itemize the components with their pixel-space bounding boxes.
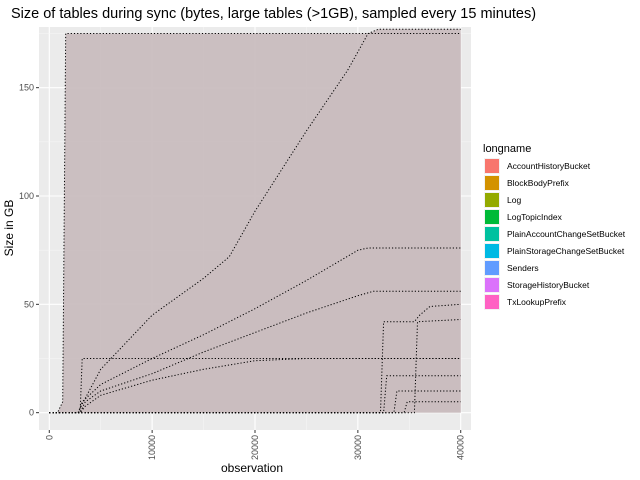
legend-key bbox=[485, 295, 499, 309]
legend-key bbox=[485, 278, 499, 292]
x-tick-label: 10000 bbox=[147, 435, 157, 460]
area-upper bbox=[49, 29, 461, 413]
legend-key bbox=[485, 210, 499, 224]
legend-label: BlockBodyPrefix bbox=[507, 178, 570, 188]
x-axis: 0 10000 20000 30000 40000 bbox=[44, 430, 466, 460]
series-line-10 bbox=[49, 390, 461, 414]
y-tick-label: 150 bbox=[19, 83, 34, 93]
series-line-1 bbox=[49, 33, 461, 414]
series-line-5 bbox=[49, 358, 461, 414]
chart-title: Size of tables during sync (bytes, large… bbox=[11, 6, 536, 22]
legend-label: Log bbox=[507, 195, 521, 205]
legend-label: TxLookupPrefix bbox=[507, 297, 567, 307]
y-tick-label: 50 bbox=[24, 299, 34, 309]
x-tick-label: 0 bbox=[44, 435, 54, 440]
legend-key bbox=[485, 244, 499, 258]
series-line-4 bbox=[49, 290, 461, 414]
legend-label: StorageHistoryBucket bbox=[507, 280, 590, 290]
series-lines bbox=[49, 28, 461, 414]
legend-label: AccountHistoryBucket bbox=[507, 161, 591, 171]
legend-label: PlainAccountChangeSetBucket bbox=[507, 229, 626, 239]
legend-key bbox=[485, 159, 499, 173]
legend-title: longname bbox=[483, 143, 531, 155]
series-line-6 bbox=[49, 358, 461, 414]
legend-key bbox=[485, 227, 499, 241]
x-axis-title: observation bbox=[221, 461, 283, 475]
legend-label: Senders bbox=[507, 263, 539, 273]
legend-label: PlainStorageChangeSetBucket bbox=[507, 246, 625, 256]
y-axis-title: Size in GB bbox=[2, 200, 16, 257]
legend-key bbox=[485, 176, 499, 190]
area-fill bbox=[49, 29, 461, 413]
x-tick-label: 20000 bbox=[250, 435, 260, 460]
y-tick-label: 100 bbox=[19, 191, 34, 201]
series-line-3 bbox=[49, 247, 461, 414]
legend-key bbox=[485, 261, 499, 275]
y-axis: 0 50 100 150 bbox=[19, 83, 39, 418]
series-line-2 bbox=[49, 28, 461, 414]
legend-key bbox=[485, 193, 499, 207]
y-tick-label: 0 bbox=[29, 408, 34, 418]
x-tick-label: 40000 bbox=[456, 435, 466, 460]
legend: longname AccountHistoryBucket BlockBodyPr… bbox=[483, 143, 626, 310]
legend-label: LogTopicIndex bbox=[507, 212, 563, 222]
x-tick-label: 30000 bbox=[353, 435, 363, 460]
